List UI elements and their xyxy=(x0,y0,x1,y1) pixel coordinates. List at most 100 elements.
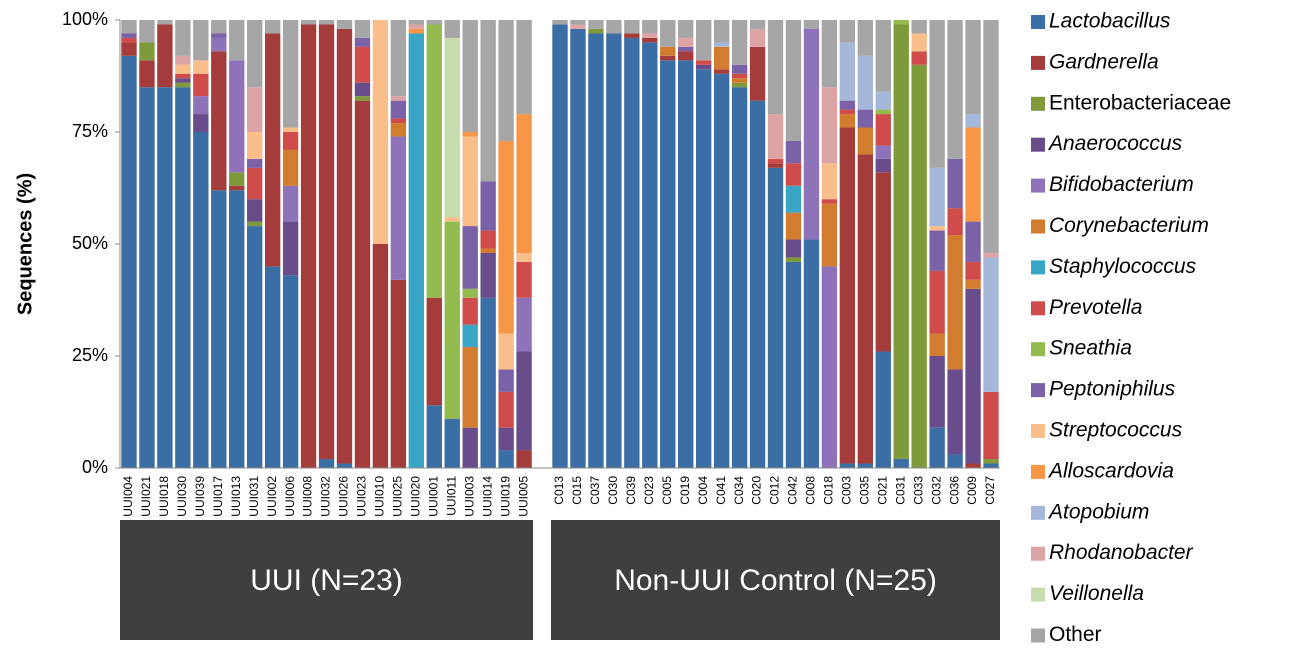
bar-segment xyxy=(247,221,263,227)
bar-segment xyxy=(821,266,838,468)
bar-segment xyxy=(300,20,317,25)
x-tick-label: C005 xyxy=(660,476,674,505)
bar-segment xyxy=(803,239,820,468)
x-tick-label: UUI021 xyxy=(139,476,153,517)
bar-segment xyxy=(875,20,891,92)
bar-segment xyxy=(983,252,999,258)
bar-segment xyxy=(426,297,442,406)
bar-segment xyxy=(282,20,299,128)
legend-label: Streptococcus xyxy=(1049,419,1183,442)
bar-segment xyxy=(300,24,317,468)
bar-segment xyxy=(965,114,981,128)
bar-segment xyxy=(552,24,568,468)
legend-swatch xyxy=(1031,546,1045,561)
x-tick-label: C003 xyxy=(840,476,854,505)
x-tick-label: C042 xyxy=(786,476,800,505)
x-tick-label: C012 xyxy=(768,476,782,505)
bar-segment xyxy=(408,28,425,34)
bar-segment xyxy=(695,64,712,70)
bar-segment xyxy=(713,20,730,43)
bar-segment xyxy=(947,158,963,209)
bar-segment xyxy=(462,427,478,468)
bar-segment xyxy=(660,46,676,56)
bar-segment xyxy=(444,37,460,218)
legend-label: Bifidobacterium xyxy=(1049,173,1194,196)
bar-segment xyxy=(318,20,335,25)
bar-segment xyxy=(516,114,532,253)
legend-swatch xyxy=(1031,260,1045,275)
bar-segment xyxy=(516,450,532,468)
bar-segment xyxy=(193,60,209,74)
bar-segment xyxy=(965,463,981,468)
bar-segment xyxy=(929,226,945,231)
x-tick-label: UUI020 xyxy=(408,476,422,517)
legend-label: Anaerococcus xyxy=(1047,132,1183,155)
bar-segment xyxy=(157,20,173,25)
legend-label: Rhodanobacter xyxy=(1049,541,1194,564)
x-tick-label: C032 xyxy=(929,476,943,505)
bar-segment xyxy=(121,42,137,56)
bar-segment xyxy=(731,73,748,79)
bar-segment xyxy=(444,217,460,222)
bar-segment xyxy=(390,279,407,468)
bar-segment xyxy=(821,163,838,200)
bar-segment xyxy=(516,297,532,352)
bar-segment xyxy=(498,333,514,370)
bar-segment xyxy=(282,132,299,150)
bar-segment xyxy=(211,33,227,38)
bar-segment xyxy=(929,230,945,271)
bar-segment xyxy=(247,158,263,168)
bar-segment xyxy=(911,51,927,65)
bar-segment xyxy=(929,427,945,468)
bar-segment xyxy=(390,118,407,124)
bar-segment xyxy=(408,24,425,29)
x-tick-label: UUI039 xyxy=(193,476,207,517)
group-label: UUI (N=23) xyxy=(250,564,403,597)
bar-segment xyxy=(390,100,407,119)
bar-segment xyxy=(911,33,927,52)
bar-segment xyxy=(552,20,568,25)
bar-segment xyxy=(875,172,891,352)
x-tick-label: C019 xyxy=(678,476,692,505)
y-tick-label: 100% xyxy=(62,9,108,29)
bar-segment xyxy=(893,459,909,468)
x-tick-label: UUI019 xyxy=(498,476,512,517)
bar-segment xyxy=(875,158,891,173)
bar-segment xyxy=(157,24,173,88)
bar-segment xyxy=(354,46,371,83)
bar-segment xyxy=(498,20,514,141)
legend-label: Enterobacteriaceae xyxy=(1049,91,1231,114)
legend-swatch xyxy=(1031,15,1045,29)
bar-segment xyxy=(480,252,496,298)
bar-segment xyxy=(390,136,407,280)
bar-segment xyxy=(785,257,802,262)
bar-segment xyxy=(175,73,191,79)
bar-segment xyxy=(983,20,999,253)
bar-segment xyxy=(821,87,838,164)
bar-segment xyxy=(516,20,532,115)
bar-segment xyxy=(713,46,730,70)
bar-segment xyxy=(247,199,263,222)
bar-segment xyxy=(785,20,802,141)
bar-segment xyxy=(462,226,478,289)
bar-segment xyxy=(642,20,658,34)
bar-segment xyxy=(175,82,191,88)
bar-segment xyxy=(839,20,856,43)
x-tick-label: UUI014 xyxy=(480,476,494,517)
group-box xyxy=(120,520,534,640)
y-tick-label: 50% xyxy=(72,233,108,253)
bar-segment xyxy=(211,20,227,34)
legend-swatch xyxy=(1031,587,1045,602)
bar-segment xyxy=(731,20,748,65)
x-tick-label: UUI004 xyxy=(121,476,135,517)
bar-segment xyxy=(444,418,460,468)
legend-swatch xyxy=(1031,628,1045,643)
bar-segment xyxy=(462,136,478,227)
x-tick-label: UUI025 xyxy=(391,476,405,517)
bar-segment xyxy=(354,100,371,468)
bar-segment xyxy=(983,257,999,392)
bar-segment xyxy=(193,114,209,132)
legend-label: Veillonella xyxy=(1049,582,1144,605)
x-tick-label: C036 xyxy=(947,476,961,505)
bar-segment xyxy=(893,20,909,25)
